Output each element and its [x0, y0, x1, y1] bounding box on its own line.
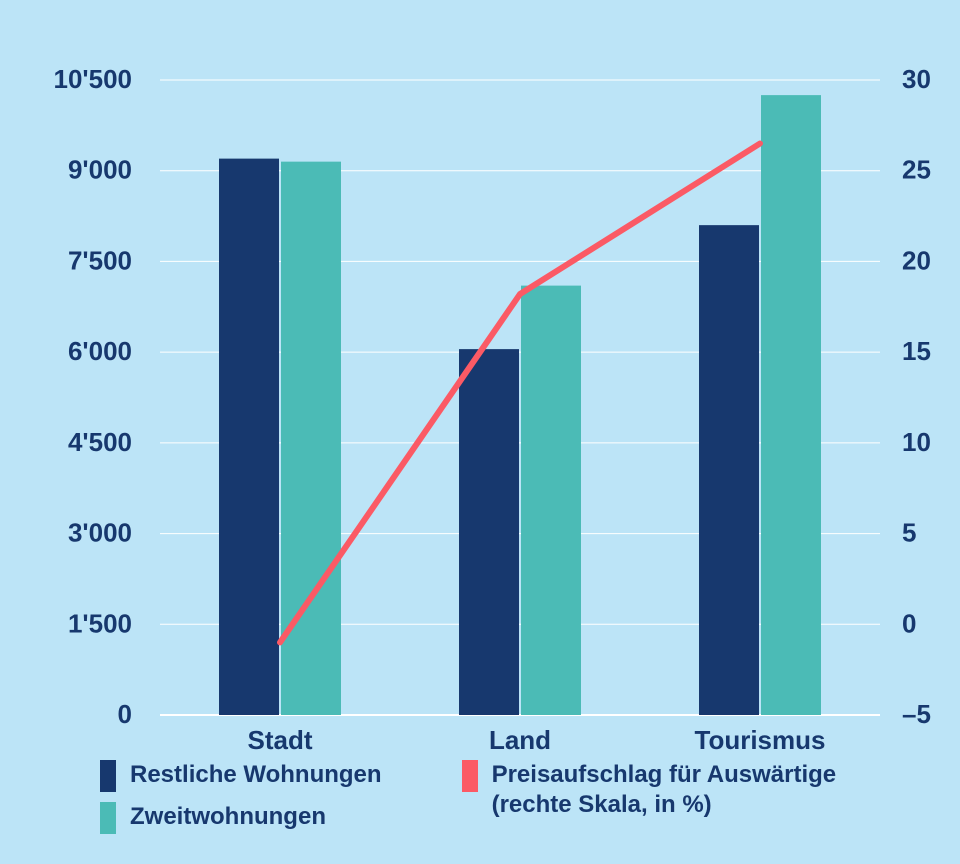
- svg-text:25: 25: [902, 155, 931, 185]
- svg-text:4'500: 4'500: [68, 427, 132, 457]
- legend-column-1: Restliche Wohnungen Zweitwohnungen: [100, 760, 382, 834]
- svg-text:Stadt: Stadt: [248, 725, 313, 755]
- svg-text:9'000: 9'000: [68, 155, 132, 185]
- svg-text:3'000: 3'000: [68, 518, 132, 548]
- svg-text:0: 0: [118, 699, 132, 729]
- legend-swatch: [100, 802, 116, 834]
- legend: Restliche Wohnungen Zweitwohnungen Preis…: [100, 760, 836, 834]
- chart-svg: 0 1'500 3'000 4'500 6'000 7'500 9'000 10'500 –5 0…: [0, 0, 960, 864]
- svg-text:–5: –5: [902, 699, 931, 729]
- svg-text:15: 15: [902, 336, 931, 366]
- legend-label: Preisaufschlag für Auswärtige (rechte Sk…: [492, 760, 837, 820]
- svg-text:20: 20: [902, 245, 931, 275]
- legend-label: Zweitwohnungen: [130, 802, 326, 832]
- legend-item-preisaufschlag: Preisaufschlag für Auswärtige (rechte Sk…: [462, 760, 837, 820]
- legend-swatch: [462, 760, 478, 792]
- svg-text:6'000: 6'000: [68, 336, 132, 366]
- chart-container: 0 1'500 3'000 4'500 6'000 7'500 9'000 10'500 –5 0…: [0, 0, 960, 864]
- svg-text:7'500: 7'500: [68, 245, 132, 275]
- svg-text:1'500: 1'500: [68, 608, 132, 638]
- svg-text:10'500: 10'500: [54, 64, 132, 94]
- legend-label: Restliche Wohnungen: [130, 760, 382, 790]
- svg-text:10: 10: [902, 427, 931, 457]
- svg-text:Land: Land: [489, 725, 551, 755]
- svg-text:5: 5: [902, 518, 916, 548]
- legend-swatch: [100, 760, 116, 792]
- legend-column-2: Preisaufschlag für Auswärtige (rechte Sk…: [462, 760, 837, 820]
- legend-item-zweit: Zweitwohnungen: [100, 802, 382, 834]
- svg-text:Tourismus: Tourismus: [695, 725, 826, 755]
- legend-item-restliche: Restliche Wohnungen: [100, 760, 382, 792]
- svg-text:0: 0: [902, 608, 916, 638]
- svg-text:30: 30: [902, 64, 931, 94]
